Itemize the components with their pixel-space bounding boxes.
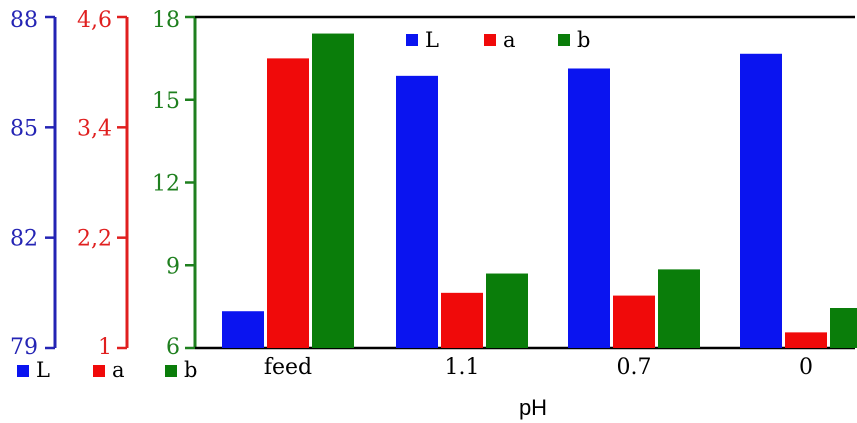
bar-b-feed xyxy=(312,33,354,349)
x-tick-label: 0 xyxy=(799,355,813,380)
legend-bottom-swatch-a xyxy=(93,365,105,377)
bar-b-0 xyxy=(830,308,857,348)
x-tick-label: feed xyxy=(264,355,312,380)
axis-b-tick-label: 18 xyxy=(152,8,180,33)
x-axis-title: pH xyxy=(519,395,547,420)
axis-b-tick-label: 12 xyxy=(152,172,180,197)
axis-b-tick-label: 9 xyxy=(166,254,180,279)
bar-a-0 xyxy=(785,332,827,348)
legend-top-swatch-a xyxy=(484,34,496,46)
bar-a-feed xyxy=(267,58,309,348)
axis-L-tick-label: 79 xyxy=(10,335,38,360)
bar-a-1.1 xyxy=(441,292,483,348)
x-tick-label: 0.7 xyxy=(617,355,652,380)
legend-top-swatch-b xyxy=(558,34,570,46)
bar-b-0.7 xyxy=(658,269,700,348)
legend-bottom-label-a: a xyxy=(112,358,125,382)
bar-L-0.7 xyxy=(568,68,610,348)
bar-L-feed xyxy=(222,311,264,348)
legend-top-swatch-L xyxy=(406,34,418,46)
axis-a-tick-label: 4,6 xyxy=(77,8,112,33)
bar-b-1.1 xyxy=(486,273,528,348)
bar-L-0 xyxy=(740,53,782,349)
legend-bottom-swatch-L xyxy=(17,365,29,377)
bar-L-1.1 xyxy=(396,75,438,348)
axis-b-tick-label: 6 xyxy=(166,335,180,360)
legend-bottom-label-b: b xyxy=(184,358,197,382)
legend-top-label-a: a xyxy=(503,28,516,52)
axis-L-tick-label: 88 xyxy=(10,8,38,33)
legend-bottom-label-L: L xyxy=(36,358,50,382)
legend-top-label-L: L xyxy=(425,28,439,52)
axis-a-tick-label: 2,2 xyxy=(77,227,112,252)
legend-bottom-swatch-b xyxy=(165,365,177,377)
axis-a-tick-label: 1 xyxy=(98,335,112,360)
legend-top-label-b: b xyxy=(577,28,590,52)
axis-L-tick-label: 82 xyxy=(10,227,38,252)
axis-a-tick-label: 3,4 xyxy=(77,116,112,141)
axis-L-tick-label: 85 xyxy=(10,116,38,141)
x-tick-label: 1.1 xyxy=(445,355,480,380)
axis-b-tick-label: 15 xyxy=(152,89,180,114)
bar-a-0.7 xyxy=(613,295,655,348)
